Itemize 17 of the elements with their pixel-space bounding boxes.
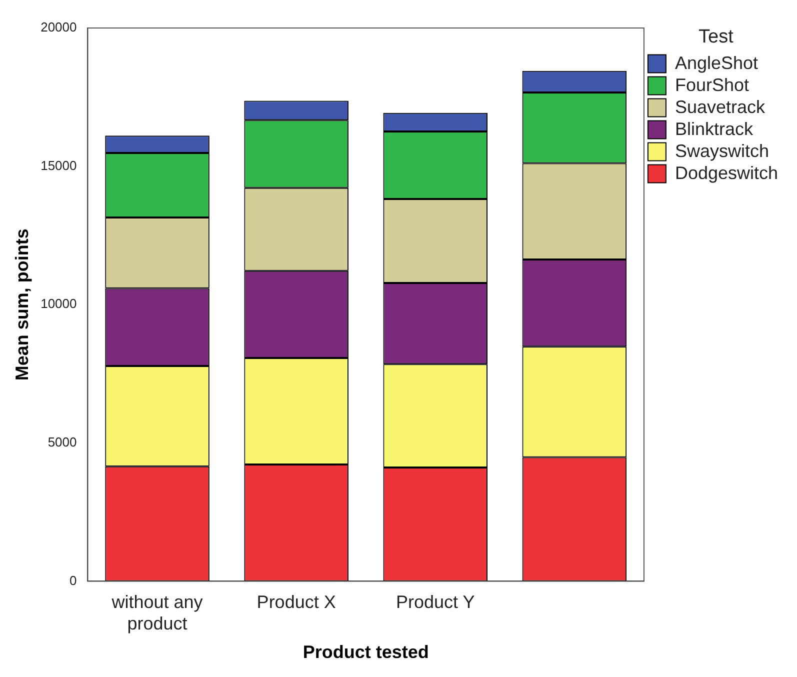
legend-label: Blinktrack bbox=[674, 118, 754, 139]
x-tick-label: Product Y bbox=[396, 592, 475, 612]
y-tick-label: 10000 bbox=[40, 296, 77, 312]
legend-label: AngleShot bbox=[674, 52, 758, 73]
x-axis-title: Product tested bbox=[302, 642, 429, 662]
y-tick-label: 5000 bbox=[48, 434, 77, 450]
legend-label: FourShot bbox=[674, 74, 749, 95]
legend-label: Swayswitch bbox=[674, 140, 769, 161]
y-axis-title: Mean sum, points bbox=[12, 228, 32, 381]
y-tick-label: 15000 bbox=[40, 158, 77, 173]
legend-label: Suavetrack bbox=[674, 96, 766, 117]
y-tick-label: 20000 bbox=[40, 20, 77, 35]
x-tick-label: Product X bbox=[256, 592, 336, 612]
x-tick-label: without any product bbox=[110, 592, 203, 634]
legend-title: Test bbox=[698, 26, 734, 48]
y-tick-label: 0 bbox=[70, 572, 77, 588]
legend-label: Dodgeswitch bbox=[674, 162, 778, 183]
